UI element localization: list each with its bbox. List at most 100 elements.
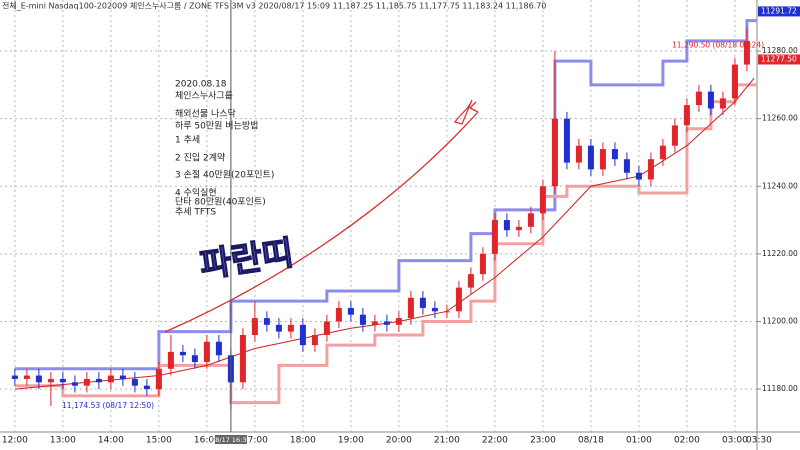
candle-body	[299, 324, 306, 346]
candle-body	[623, 159, 630, 173]
axis: 12:00 13:00 14:00 15:00 16:00 17:00 18:00 19:00…	[2, 6, 800, 446]
plot: 11,290.50 (08/18 03:24) 11,174.53 (08/17 …	[11, 0, 764, 432]
price-tag-label: 11291.72	[761, 6, 797, 15]
candle-body	[671, 125, 678, 146]
candle-body	[731, 64, 738, 99]
x-tick-label: 16:00	[194, 436, 220, 446]
candle-body	[647, 159, 654, 180]
price-tag	[758, 6, 800, 17]
y-tick-label: 11200.00	[762, 316, 798, 325]
candle-body	[167, 351, 174, 369]
candle-body	[95, 378, 102, 383]
candle-body	[71, 382, 78, 386]
x-tick-label: 13:00	[50, 436, 76, 446]
candle-body	[455, 287, 462, 312]
candle-body	[419, 297, 426, 308]
note-line: 단타 80만원(40포인트)	[175, 197, 266, 208]
candle-body	[503, 220, 510, 231]
candle-body	[563, 118, 570, 163]
candle-body	[611, 149, 618, 160]
candle-body	[347, 307, 354, 315]
candle-body	[131, 378, 138, 386]
candle-body	[251, 318, 258, 335]
x-tick-label: 14:00	[98, 436, 124, 446]
x-tick-label: 08/18	[578, 436, 604, 446]
candle-body	[383, 321, 390, 325]
note-line: 4 수익실현	[175, 187, 217, 199]
y-tick-label: 11260.00	[762, 114, 798, 123]
candle-body	[107, 375, 114, 383]
candle-body	[467, 274, 474, 288]
candle-body	[155, 368, 162, 390]
note-line: 2020.08.18	[175, 80, 227, 90]
x-tick-label: 12:00	[2, 436, 28, 446]
candle-body	[275, 324, 282, 332]
candle-body	[587, 145, 594, 170]
candle-body	[395, 318, 402, 325]
x-tick-label: 03:00	[722, 436, 748, 446]
x-tick-label: 17:00	[242, 436, 268, 446]
candle-body	[203, 341, 210, 363]
candle-body	[695, 91, 702, 106]
arrow	[164, 101, 479, 333]
y-tick-label: 11180.00	[762, 384, 798, 393]
note-line: 추세 TFTS	[175, 207, 216, 218]
candle-body	[371, 321, 378, 325]
candle-body	[11, 375, 18, 379]
candle-body	[47, 378, 54, 383]
note-line: 3 손절 40만원(20포인트)	[175, 169, 274, 181]
candle-body	[335, 307, 342, 322]
candle-body	[263, 318, 270, 325]
candle-body	[59, 378, 66, 383]
candle-body	[359, 314, 366, 325]
candle-body	[311, 334, 318, 346]
candle-body	[191, 355, 198, 363]
candle-body	[527, 213, 534, 227]
candle-body	[707, 91, 714, 109]
y-tick-label: 11280.00	[762, 46, 798, 55]
x-tick-label: 15:00	[146, 436, 172, 446]
candle-body	[143, 385, 150, 390]
candle-body	[407, 297, 414, 319]
candle-body	[743, 40, 750, 65]
candle-body	[443, 311, 450, 313]
candle-body	[323, 321, 330, 335]
candle-body	[83, 378, 90, 386]
note-line: 2 진입 2계약	[175, 152, 225, 164]
x-tick-label: 19:00	[338, 436, 364, 446]
x-tick-label: 21:00	[434, 436, 460, 446]
candle-body	[479, 253, 486, 275]
note-line: 체인스누사그룹	[175, 91, 233, 102]
candle-body	[575, 145, 582, 163]
y-tick-label: 11220.00	[762, 249, 798, 258]
price-tag	[758, 54, 800, 65]
price-tag-label: 11277.50	[761, 54, 797, 63]
candle-body	[719, 98, 726, 109]
candle-body	[635, 172, 642, 180]
x-tick-label: 03:30	[746, 436, 772, 446]
candle-body	[239, 334, 246, 383]
note-line: 1 추세	[175, 135, 200, 146]
x-tick-label: 23:00	[530, 436, 556, 446]
candle-body	[599, 149, 606, 170]
x-tick-label: 18:00	[290, 436, 316, 446]
low-note: 11,174.53 (08/17 12:50)	[62, 401, 154, 410]
note-line: 하루 50만원 버는방법	[175, 121, 258, 132]
x-tick-label: 20:00	[386, 436, 412, 446]
candle-body	[287, 324, 294, 332]
cursor-label: 08/17 16:30	[211, 436, 251, 444]
cursor-box	[214, 435, 247, 444]
x-tick-label: 22:00	[482, 436, 508, 446]
note-line: 해외선물 나스닥	[175, 108, 236, 120]
candle-body	[539, 186, 546, 214]
candle-body	[431, 307, 438, 312]
high-note: 11,290.50 (08/18 03:24)	[672, 41, 764, 50]
candle-body	[683, 105, 690, 126]
x-tick-label: 01:00	[626, 436, 652, 446]
candle-body	[23, 375, 30, 379]
candle-body	[491, 220, 498, 254]
header: 전체_E-mini Nasdaq100-202009 체인스누사그룹 / ZON…	[2, 1, 546, 11]
candle-body	[35, 375, 42, 383]
